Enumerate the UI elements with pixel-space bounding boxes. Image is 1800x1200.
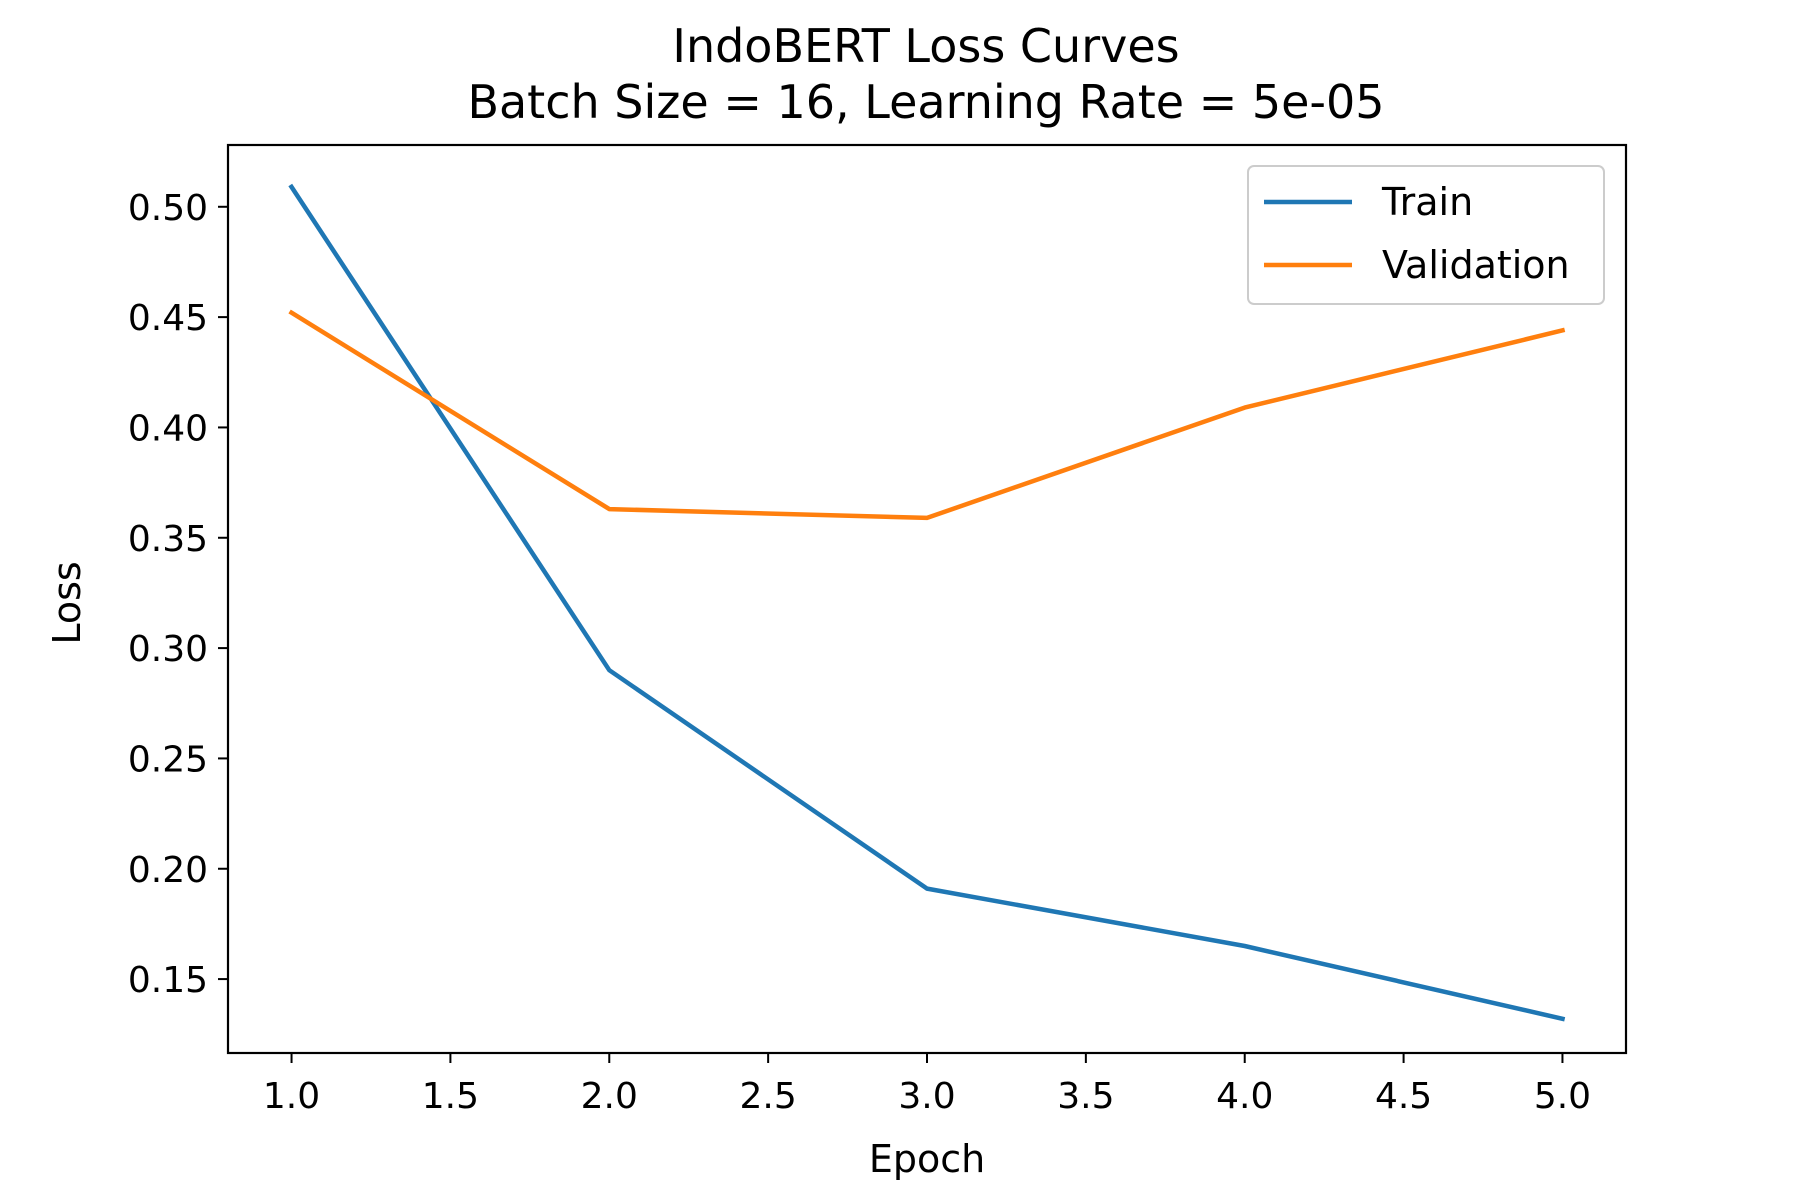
- y-tick-label: 0.50: [128, 188, 208, 229]
- legend-label-validation: Validation: [1382, 243, 1570, 287]
- series-lines: [288, 183, 1566, 1022]
- x-axis-label: Epoch: [869, 1137, 985, 1181]
- legend: Train Validation: [1247, 165, 1605, 305]
- axis-ticks: 1.0 1.5 2.0 2.5 3.0 3.5 4.0 4.5 5.0 0.15 0.20 0.25 0…: [128, 188, 1591, 1117]
- x-tick-label: 3.0: [898, 1076, 955, 1117]
- y-tick-label: 0.30: [128, 629, 208, 670]
- x-tick-label: 1.5: [422, 1076, 479, 1117]
- x-tick-label: 1.0: [263, 1076, 320, 1117]
- y-tick-label: 0.20: [128, 850, 208, 891]
- y-axis-label: Loss: [45, 561, 89, 644]
- chart-subtitle: Batch Size = 16, Learning Rate = 5e-05: [467, 75, 1384, 129]
- x-tick-label: 2.0: [581, 1076, 638, 1117]
- y-tick-label: 0.15: [128, 960, 208, 1001]
- x-tick-label: 2.5: [740, 1076, 797, 1117]
- x-tick-label: 4.5: [1375, 1076, 1432, 1117]
- x-tick-label: 5.0: [1534, 1076, 1591, 1117]
- x-tick-label: 3.5: [1057, 1076, 1114, 1117]
- x-tick-label: 4.0: [1216, 1076, 1273, 1117]
- y-tick-label: 0.40: [128, 408, 208, 449]
- y-tick-label: 0.35: [128, 519, 208, 560]
- plot-area-frame: [226, 143, 1628, 1055]
- y-tick-label: 0.45: [128, 298, 208, 339]
- y-tick-label: 0.25: [128, 739, 208, 780]
- chart-title: IndoBERT Loss Curves: [672, 19, 1179, 73]
- legend-label-train: Train: [1381, 180, 1473, 224]
